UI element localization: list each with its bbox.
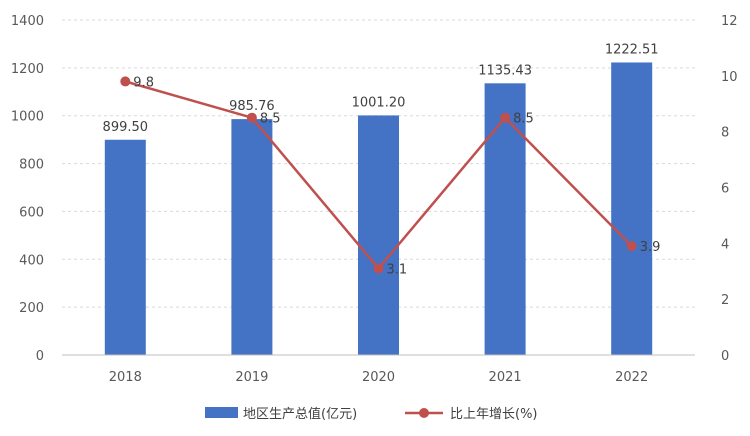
right-y-tick-label: 2 (721, 293, 729, 308)
line-data-label: 8.5 (260, 112, 281, 127)
right-y-tick-label: 4 (721, 237, 729, 252)
bar-data-label: 1001.20 (352, 95, 406, 110)
left-y-tick-label: 800 (19, 158, 44, 173)
x-axis-ticks: 2018 2019 2020 2021 2022 (109, 370, 648, 385)
x-tick-label: 2020 (362, 370, 395, 385)
x-tick-label: 2018 (109, 370, 142, 385)
line-series (120, 76, 637, 274)
x-tick-label: 2022 (615, 370, 648, 385)
bar-data-label: 899.50 (103, 120, 149, 135)
line-point (246, 112, 257, 123)
bar (358, 115, 399, 355)
legend-bar-swatch (205, 407, 238, 418)
left-y-tick-label: 200 (19, 301, 44, 316)
line-data-label: 3.1 (387, 262, 408, 277)
bar-data-label: 1222.51 (605, 42, 659, 57)
left-y-axis: 0 200 400 600 800 1000 1200 1400 (11, 14, 44, 364)
left-y-tick-label: 600 (19, 205, 44, 220)
line-point (500, 112, 511, 123)
line-data-label: 3.9 (640, 240, 661, 255)
left-y-tick-label: 1200 (11, 62, 44, 77)
x-tick-label: 2019 (235, 370, 268, 385)
line-point (626, 241, 637, 252)
left-y-tick-label: 0 (36, 349, 44, 364)
legend-bar-label: 地区生产总值(亿元) (243, 406, 357, 422)
line-data-label: 9.8 (133, 75, 154, 90)
left-y-tick-label: 1000 (11, 110, 44, 125)
line-data-labels: 9.8 8.5 3.1 8.5 3.9 (133, 75, 660, 277)
right-y-tick-label: 12 (721, 14, 738, 29)
right-y-tick-label: 0 (721, 349, 729, 364)
right-y-tick-label: 8 (721, 126, 729, 141)
bar-data-label: 985.76 (229, 99, 275, 114)
legend-line-marker (419, 408, 429, 418)
left-y-tick-label: 1400 (11, 14, 44, 29)
bar (231, 119, 273, 356)
right-y-tick-label: 6 (721, 182, 729, 197)
left-y-tick-label: 400 (19, 253, 44, 268)
line-data-label: 8.5 (513, 112, 534, 127)
bar (484, 83, 526, 355)
bar (104, 139, 146, 355)
bar-data-labels: 899.50 985.76 1001.20 1135.43 1222.51 (103, 42, 659, 134)
right-y-tick-label: 10 (721, 70, 738, 85)
bar-series (104, 62, 653, 356)
bar-data-label: 1135.43 (478, 63, 532, 78)
x-tick-label: 2021 (489, 370, 522, 385)
bar (611, 62, 653, 355)
legend-line-label: 比上年增长(%) (450, 407, 538, 422)
right-y-axis: 0 2 4 6 8 10 12 (721, 14, 738, 364)
line-point (373, 263, 384, 274)
legend: 地区生产总值(亿元) 比上年增长(%) (205, 406, 538, 422)
line-point (120, 76, 131, 87)
